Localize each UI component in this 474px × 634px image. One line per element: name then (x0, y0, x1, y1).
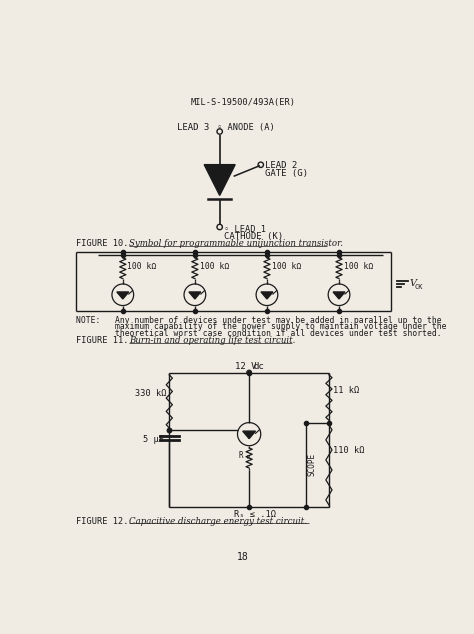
Polygon shape (204, 165, 235, 195)
Text: 100 kΩ: 100 kΩ (128, 262, 157, 271)
Text: Symbol for programmable unijunction transistor.: Symbol for programmable unijunction tran… (129, 239, 343, 249)
Text: R: R (238, 451, 243, 460)
Text: Capacitive discharge energy test circuit.: Capacitive discharge energy test circuit… (129, 517, 307, 526)
Text: 12 V: 12 V (235, 362, 257, 371)
Text: 100 kΩ: 100 kΩ (344, 262, 373, 271)
Polygon shape (261, 292, 273, 299)
Text: LEAD 2: LEAD 2 (265, 161, 298, 170)
Text: ◦ ANODE (A): ◦ ANODE (A) (217, 123, 274, 132)
Text: FIGURE 10.: FIGURE 10. (76, 239, 139, 249)
Text: 11 kΩ: 11 kΩ (333, 386, 359, 396)
Text: dc: dc (254, 362, 264, 371)
Text: FIGURE 11.: FIGURE 11. (76, 337, 139, 346)
Text: Burn-in and operating life test circuit.: Burn-in and operating life test circuit. (129, 337, 295, 346)
Text: B: B (246, 455, 249, 460)
Text: GATE (G): GATE (G) (265, 169, 309, 178)
Text: maximum capability of the power supply to maintain voltage under the: maximum capability of the power supply t… (76, 323, 447, 332)
Text: CATHODE (K): CATHODE (K) (224, 233, 283, 242)
Text: 100 kΩ: 100 kΩ (272, 262, 301, 271)
Text: LEAD 3: LEAD 3 (177, 123, 210, 132)
Text: Rₛ ≤ .1Ω: Rₛ ≤ .1Ω (234, 510, 275, 519)
Text: FIGURE 12.: FIGURE 12. (76, 517, 139, 526)
Polygon shape (117, 292, 129, 299)
Text: SCOPE: SCOPE (308, 453, 317, 477)
Text: MIL-S-19500/493A(ER): MIL-S-19500/493A(ER) (191, 98, 295, 107)
Polygon shape (189, 292, 201, 299)
Text: 5 μF: 5 μF (143, 435, 164, 444)
Text: ◦ LEAD 1: ◦ LEAD 1 (224, 224, 265, 234)
Text: NOTE:   Any number of devices under test may be added in parallel up to the: NOTE: Any number of devices under test m… (76, 316, 442, 325)
Text: CK: CK (414, 284, 423, 290)
Text: 100 kΩ: 100 kΩ (200, 262, 229, 271)
Text: 330 kΩ: 330 kΩ (135, 389, 167, 399)
Text: theoretical worst case condition if all devices under test shorted.: theoretical worst case condition if all … (76, 328, 442, 338)
Text: 110 kΩ: 110 kΩ (333, 446, 365, 455)
Text: V: V (410, 278, 417, 288)
Polygon shape (243, 431, 255, 439)
Polygon shape (333, 292, 345, 299)
Text: 18: 18 (237, 552, 249, 562)
